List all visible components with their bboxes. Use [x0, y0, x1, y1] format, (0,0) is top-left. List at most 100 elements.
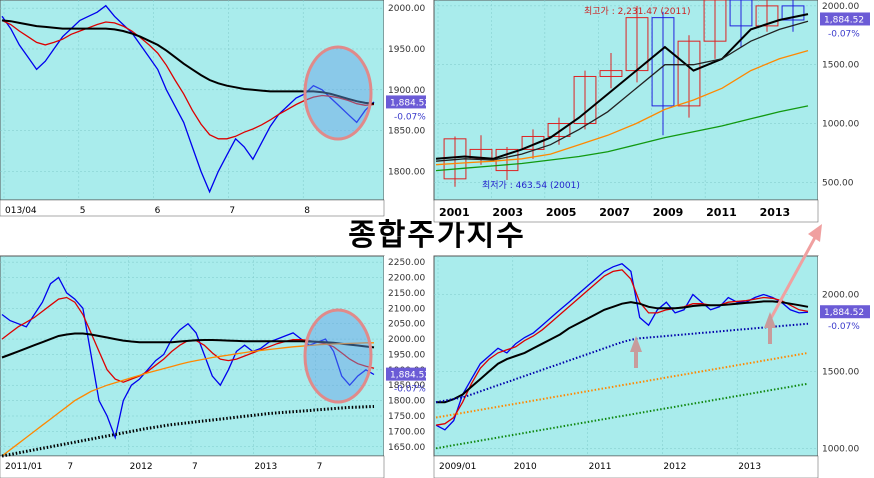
candle-body	[547, 123, 571, 137]
x-tick-label: 2013	[254, 462, 277, 472]
series-line	[435, 49, 809, 166]
y-tick-label: 1750.00	[388, 412, 425, 422]
y-tick-label: 2250.00	[388, 258, 425, 268]
x-tick-label: 2001	[439, 206, 470, 219]
x-tick-label: 2009/01	[439, 462, 476, 472]
series-line	[435, 105, 809, 172]
last-value-badge	[386, 95, 426, 109]
series-line	[1, 19, 375, 140]
series-line	[436, 300, 809, 404]
change-label: -0.07%	[394, 385, 426, 395]
series-line	[1, 342, 374, 457]
chart-bottom-left: 2250.00 2200.00 2150.00 2100.00 2050.00 2000.…	[0, 255, 430, 478]
y-tick-label: 500.00	[822, 178, 854, 188]
y-tick-label: 1650.00	[388, 443, 425, 453]
highlight-ellipse	[303, 45, 373, 141]
x-tick-label: 7	[67, 462, 73, 472]
y-tick-label: 2200.00	[388, 274, 425, 284]
x-tick-label: 2013	[760, 206, 791, 219]
candle-body	[755, 5, 779, 27]
y-tick-label: 1000.00	[822, 120, 859, 130]
y-tick-label: 2000.00	[822, 2, 859, 12]
annotation-high: 최고가 : 2,231.47 (2011)	[584, 6, 690, 17]
x-tick-label: 2011	[589, 462, 612, 472]
candle-body	[781, 5, 805, 21]
x-tick-label: 2011/01	[5, 462, 42, 472]
y-tick-label: 1850.00	[388, 381, 425, 391]
series-line	[1, 19, 375, 105]
y-tick-label: 1700.00	[388, 427, 425, 437]
x-tick-label: 2003	[492, 206, 523, 219]
x-tick-label: 2011	[706, 206, 737, 219]
series-line	[435, 13, 809, 160]
y-tick-label: 1800.00	[388, 397, 425, 407]
last-value-badge	[386, 367, 426, 381]
chart-bottom-right: 2000.00 1500.00 1000.00 2009/01 2010 2011 2012…	[433, 255, 874, 478]
last-value-badge	[820, 12, 870, 26]
series-line	[1, 4, 375, 194]
y-tick-label: 1900.00	[388, 86, 425, 96]
x-axis-area	[433, 455, 819, 478]
last-value-label: 1,884.52	[824, 15, 864, 25]
y-axis-area	[818, 0, 874, 222]
change-label: -0.07%	[828, 322, 860, 332]
x-axis-area	[0, 199, 385, 217]
x-tick-label: 7	[317, 462, 323, 472]
y-axis-area	[818, 256, 874, 478]
arrow-head	[808, 224, 822, 242]
y-tick-label: 1950.00	[388, 45, 425, 55]
x-tick-label: 6	[155, 206, 161, 216]
last-value-label: 1,884.52	[824, 308, 864, 318]
x-axis-area	[0, 455, 385, 478]
candle-body	[469, 148, 493, 160]
series-line	[435, 322, 809, 404]
arrow-up-icon	[764, 312, 776, 328]
chart-top-left: 2000.00 1950.00 1900.00 1850.00 1800.00 013/0…	[0, 0, 430, 217]
candle-body	[651, 17, 675, 107]
annotation-low: 최저가 : 463.54 (2001)	[482, 180, 580, 191]
y-tick-label: 1000.00	[822, 444, 859, 454]
series-line	[435, 20, 809, 162]
page-title: 종합주가지수	[348, 218, 526, 253]
x-tick-label: 2012	[130, 462, 153, 472]
series-line	[435, 269, 809, 426]
plot-area	[0, 0, 385, 201]
highlight-ellipse	[303, 308, 373, 404]
x-tick-label: 013/04	[5, 206, 37, 216]
x-tick-label: 2007	[599, 206, 630, 219]
candle-body	[573, 75, 597, 125]
y-tick-label: 1850.00	[388, 127, 425, 137]
plot-area	[433, 255, 819, 457]
series-line	[1, 276, 375, 440]
arrow-line	[768, 231, 820, 321]
x-tick-label: 2009	[653, 206, 684, 219]
last-value-label: 1,884.52	[390, 98, 430, 108]
change-label: -0.07%	[828, 29, 860, 39]
arrow-up-icon	[630, 336, 642, 352]
candle-body	[599, 70, 623, 77]
chart-top-right: 2000.00 1500.00 1000.00 500.00 2001 2003 2005 2…	[433, 0, 874, 223]
x-tick-label: 2013	[738, 462, 761, 472]
x-tick-label: 2010	[514, 462, 537, 472]
change-label: -0.07%	[394, 112, 426, 122]
y-tick-label: 2000.00	[388, 4, 425, 14]
pointer-arrows	[630, 224, 822, 368]
y-tick-label: 1500.00	[822, 367, 859, 377]
series-line	[1, 405, 375, 458]
candle-body	[521, 135, 545, 150]
x-tick-label: 2005	[546, 206, 577, 219]
candle-body	[703, 0, 727, 42]
x-tick-label: 7	[229, 206, 235, 216]
x-axis-area	[433, 199, 819, 223]
y-tick-label: 1950.00	[388, 350, 425, 360]
y-tick-label: 2100.00	[388, 304, 425, 314]
candle-body	[677, 40, 701, 107]
series-line	[1, 332, 375, 359]
y-axis-area	[384, 256, 430, 478]
y-tick-label: 1500.00	[822, 61, 859, 71]
y-tick-label: 2050.00	[388, 320, 425, 330]
last-value-label: 1,884.52	[390, 371, 430, 381]
y-tick-label: 2000.00	[388, 335, 425, 345]
x-tick-label: 5	[80, 206, 86, 216]
